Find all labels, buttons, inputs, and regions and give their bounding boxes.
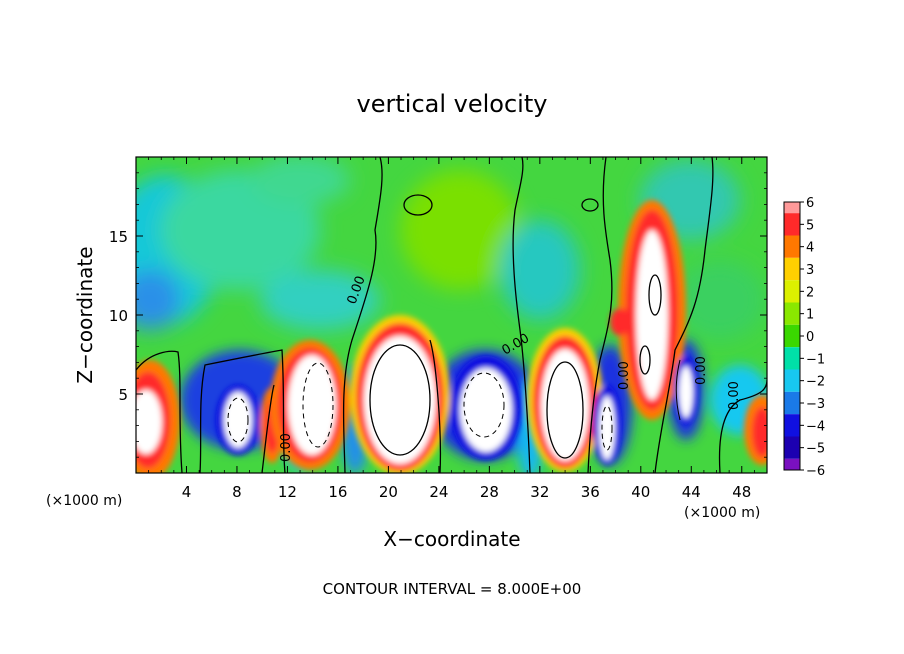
x-tick-label: 28 [480,483,499,501]
svg-text:0.00: 0.00 [694,356,709,385]
x-tick-label: 8 [232,483,242,501]
colorbar-label: −5 [806,442,825,457]
colorbar-swatch [784,235,800,258]
colorbar-swatch [784,213,800,236]
colorbar-label: 3 [806,263,814,278]
colorbar-label: 5 [806,218,814,233]
y-axis-ticks: 5 10 15 [109,172,767,458]
contour-labels: 0.00 0.00 0.00 0.00 0.00 0.00 [279,274,742,462]
chart-title: vertical velocity [357,90,548,118]
colorbar-label: −2 [806,375,825,390]
x-tick-label: 44 [682,483,701,501]
colorbar-label: −1 [806,352,825,367]
colorbar-swatch [784,436,800,459]
x-tick-label: 24 [429,483,448,501]
x-axis-label: X−coordinate [383,527,520,551]
colorbar-label: 2 [806,285,814,300]
y-tick-label: 5 [118,386,128,404]
colorbar-swatch [784,280,800,303]
contour-lines-dashed [227,362,613,451]
x-axis-unit-left: (×1000 m) [46,493,122,509]
colorbar-label: 4 [806,241,814,256]
svg-text:0.00: 0.00 [617,361,632,390]
x-tick-label: 32 [530,483,549,501]
x-tick-label: 12 [278,483,297,501]
colorbar-swatch [784,458,800,470]
y-axis-label: Z−coordinate [73,246,97,383]
contour-lines [136,157,767,473]
colorbar-swatch [784,302,800,325]
colorbar-label: −3 [806,397,825,412]
svg-text:0.00: 0.00 [279,433,294,462]
svg-text:0.00: 0.00 [727,381,742,410]
x-tick-label: 36 [581,483,600,501]
y-tick-label: 15 [109,228,128,246]
x-tick-label: 40 [631,483,650,501]
colorbar-swatch [784,414,800,437]
x-tick-label: 20 [379,483,398,501]
colorbar-label: 0 [806,330,814,345]
colorbar-swatch [784,369,800,392]
colorbar-swatch [784,391,800,415]
x-tick-label: 16 [328,483,347,501]
x-axis-unit-right: (×1000 m) [684,505,760,521]
plot-area: 0.00 0.00 0.00 0.00 0.00 0.00 [136,157,767,473]
x-tick-label: 4 [182,483,192,501]
colorbar-label: −6 [806,464,825,479]
colorbar-swatch [784,257,800,281]
colorbar: 6 5 4 3 2 1 0 −1 −2 −3 −4 −5 −6 [783,196,825,479]
x-tick-label: 48 [732,483,751,501]
x-axis-ticks: 4 8 12 16 20 24 28 32 36 40 44 48 [148,157,755,501]
colorbar-label: −4 [806,419,825,434]
y-tick-label: 10 [109,307,128,325]
colorbar-swatch [784,324,800,348]
colorbar-swatch [784,347,800,370]
field-cells [136,200,767,473]
contour-interval-footer: CONTOUR INTERVAL = 8.000E+00 [323,580,582,598]
colorbar-swatch [784,202,800,214]
colorbar-label: 1 [806,308,814,323]
colorbar-label: 6 [806,196,814,211]
